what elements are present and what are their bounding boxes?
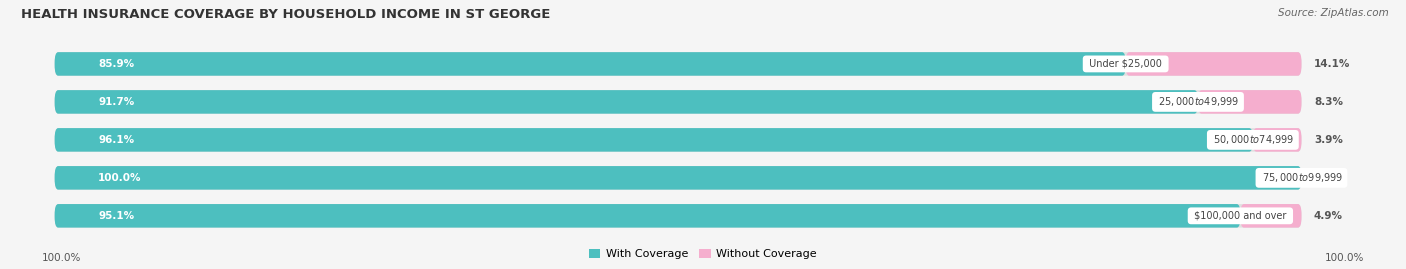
Text: 0.0%: 0.0%	[1315, 173, 1343, 183]
FancyBboxPatch shape	[55, 166, 1302, 190]
Text: Under $25,000: Under $25,000	[1087, 59, 1166, 69]
FancyBboxPatch shape	[1198, 90, 1302, 114]
Text: 85.9%: 85.9%	[98, 59, 135, 69]
FancyBboxPatch shape	[55, 52, 1302, 76]
Text: HEALTH INSURANCE COVERAGE BY HOUSEHOLD INCOME IN ST GEORGE: HEALTH INSURANCE COVERAGE BY HOUSEHOLD I…	[21, 8, 551, 21]
Legend: With Coverage, Without Coverage: With Coverage, Without Coverage	[585, 244, 821, 263]
Text: 96.1%: 96.1%	[98, 135, 135, 145]
Text: 91.7%: 91.7%	[98, 97, 135, 107]
Text: $25,000 to $49,999: $25,000 to $49,999	[1156, 95, 1240, 108]
FancyBboxPatch shape	[1126, 52, 1302, 76]
FancyBboxPatch shape	[55, 128, 1253, 152]
FancyBboxPatch shape	[55, 204, 1302, 228]
FancyBboxPatch shape	[55, 90, 1198, 114]
Text: 100.0%: 100.0%	[98, 173, 142, 183]
FancyBboxPatch shape	[55, 128, 1302, 152]
Text: 8.3%: 8.3%	[1315, 97, 1343, 107]
Text: 4.9%: 4.9%	[1315, 211, 1343, 221]
Text: 100.0%: 100.0%	[42, 253, 82, 263]
FancyBboxPatch shape	[1253, 128, 1302, 152]
FancyBboxPatch shape	[55, 52, 1126, 76]
FancyBboxPatch shape	[55, 204, 1240, 228]
FancyBboxPatch shape	[55, 90, 1302, 114]
FancyBboxPatch shape	[1240, 204, 1302, 228]
Text: $75,000 to $99,999: $75,000 to $99,999	[1258, 171, 1344, 184]
Text: 100.0%: 100.0%	[1324, 253, 1364, 263]
Text: 3.9%: 3.9%	[1315, 135, 1343, 145]
Text: $100,000 and over: $100,000 and over	[1191, 211, 1289, 221]
Text: 14.1%: 14.1%	[1315, 59, 1350, 69]
FancyBboxPatch shape	[55, 166, 1302, 190]
Text: $50,000 to $74,999: $50,000 to $74,999	[1211, 133, 1295, 146]
Text: Source: ZipAtlas.com: Source: ZipAtlas.com	[1278, 8, 1389, 18]
Text: 95.1%: 95.1%	[98, 211, 135, 221]
